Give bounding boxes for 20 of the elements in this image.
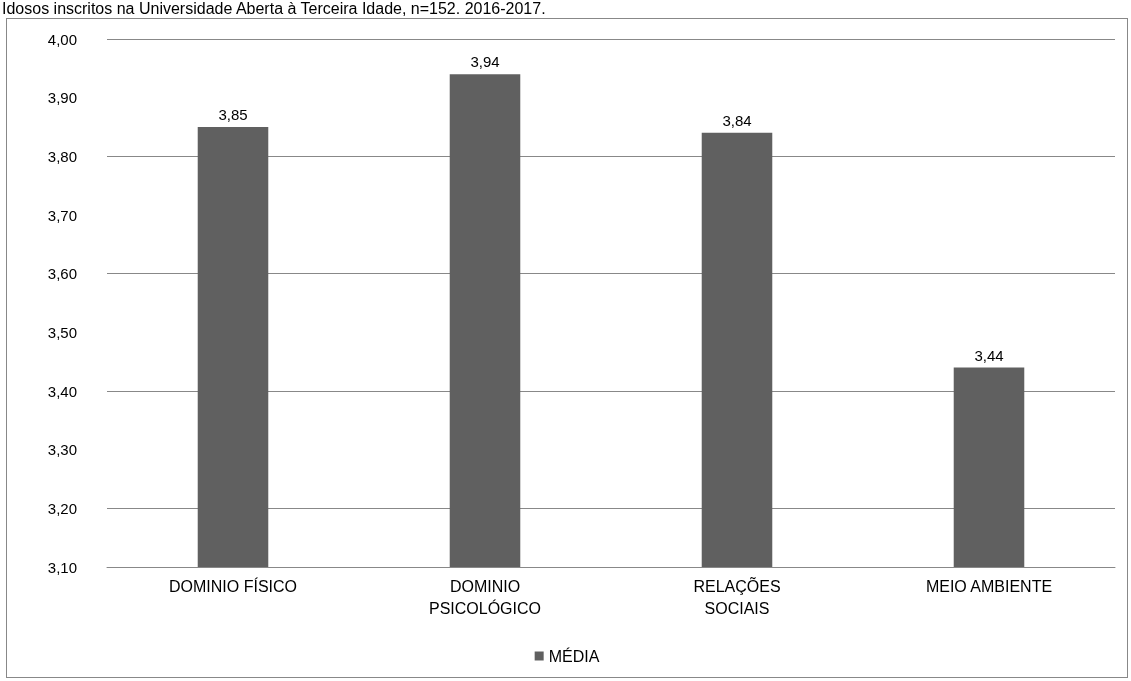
data-label: 3,84	[722, 111, 752, 129]
data-label: 3,94	[470, 53, 500, 71]
x-tick-label: DOMINIO PSICOLÓGICO	[428, 577, 542, 617]
data-label: 3,44	[974, 346, 1004, 364]
legend-label: MÉDIA	[548, 646, 600, 665]
y-tick-label: 4,00	[47, 30, 77, 48]
y-tick-label: 3,40	[47, 382, 77, 400]
y-tick-label: 3,80	[47, 147, 77, 165]
chart-title: Idosos inscritos na Universidade Aberta à Terceira Idade, n=152. 2016-2017.	[2, 0, 546, 18]
y-tick-label: 3,20	[47, 499, 77, 517]
y-tick-label: 3,50	[47, 323, 77, 341]
x-tick-label: MEIO AMBIENTE	[925, 577, 1053, 595]
data-label: 3,85	[218, 106, 248, 123]
y-tick-label: 3,10	[47, 558, 77, 576]
y-tick-label: 3,60	[47, 265, 77, 283]
y-tick-label: 3,30	[47, 441, 77, 459]
x-tick-label: DOMINIO FÍSICO	[169, 576, 297, 595]
y-tick-label: 3,90	[47, 89, 77, 107]
x-tick-label: RELAÇÕES SOCIAIS	[693, 575, 781, 617]
y-tick-label: 3,70	[47, 206, 77, 224]
